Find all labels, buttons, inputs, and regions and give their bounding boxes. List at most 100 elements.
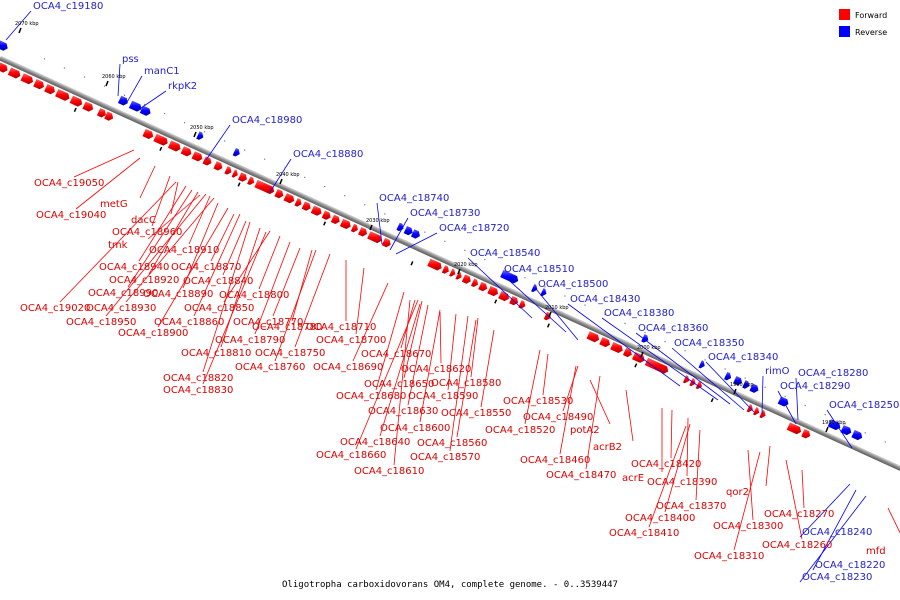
gene-block[interactable] [599, 336, 610, 348]
forward-gene-label[interactable]: OCA4_c18890 [143, 289, 213, 300]
gene-block[interactable] [487, 285, 499, 297]
forward-gene-label[interactable]: OCA4_c18520 [485, 425, 555, 436]
gene-block[interactable] [682, 375, 690, 384]
forward-gene-label[interactable]: OCA4_c18260 [762, 540, 832, 551]
gene-block[interactable] [367, 231, 382, 244]
gene-block[interactable] [142, 128, 154, 140]
forward-gene-label[interactable]: OCA4_c18470 [546, 470, 616, 481]
forward-gene-label[interactable]: qor2 [726, 487, 749, 498]
reverse-gene-label[interactable]: OCA4_c18500 [538, 279, 608, 290]
gene-block[interactable] [759, 409, 766, 419]
gene-block[interactable] [274, 188, 284, 199]
forward-gene-label[interactable]: OCA4_c18990 [88, 288, 158, 299]
forward-gene-label[interactable]: OCA4_c18580 [431, 378, 501, 389]
gene-block[interactable] [117, 95, 128, 106]
gene-block[interactable] [586, 331, 600, 343]
forward-gene-label[interactable]: OCA4_c18670 [361, 349, 431, 360]
gene-block[interactable] [104, 111, 114, 121]
reverse-gene-label[interactable]: OCA4_c18740 [379, 193, 449, 204]
gene-block[interactable] [7, 67, 21, 79]
reverse-gene-label[interactable]: OCA4_c18230 [802, 572, 872, 583]
gene-block[interactable] [742, 380, 750, 389]
forward-gene-label[interactable]: OCA4_c18640 [340, 437, 410, 448]
gene-block[interactable] [470, 278, 479, 288]
gene-block[interactable] [733, 376, 743, 386]
forward-gene-label[interactable]: OCA4_c18930 [86, 303, 156, 314]
gene-block[interactable] [232, 147, 240, 157]
reverse-gene-label[interactable]: OCA4_c18360 [638, 323, 708, 334]
forward-gene-label[interactable]: OCA4_c18870 [171, 262, 241, 273]
reverse-gene-label[interactable]: OCA4_c18380 [604, 308, 674, 319]
gene-block[interactable] [610, 341, 623, 353]
reverse-gene-label[interactable]: OCA4_c18290 [780, 381, 850, 392]
forward-gene-label[interactable]: OCA4_c18780 [252, 322, 322, 333]
forward-gene-label[interactable]: OCA4_c19020 [20, 303, 90, 314]
forward-gene-label[interactable]: OCA4_c18710 [306, 322, 376, 333]
gene-block[interactable] [202, 156, 212, 166]
reverse-gene-label[interactable]: OCA4_c18980 [232, 115, 302, 126]
gene-block[interactable] [69, 95, 83, 107]
gene-block[interactable] [441, 265, 449, 274]
forward-gene-label[interactable]: OCA4_c18600 [380, 423, 450, 434]
forward-gene-label[interactable]: OCA4_c18270 [764, 509, 834, 520]
forward-gene-label[interactable]: mfd [866, 546, 886, 557]
reverse-gene-label[interactable]: OCA4_c18250 [829, 400, 899, 411]
gene-block[interactable] [0, 40, 8, 51]
reverse-gene-label[interactable]: rkpK2 [168, 81, 197, 92]
forward-gene-label[interactable]: OCA4_c18550 [441, 408, 511, 419]
gene-block[interactable] [753, 407, 760, 416]
forward-gene-label[interactable]: tmk [108, 240, 128, 251]
gene-block[interactable] [33, 79, 45, 90]
gene-block[interactable] [381, 237, 391, 248]
forward-gene-label[interactable]: acrE [622, 473, 644, 484]
forward-gene-label[interactable]: OCA4_c18370 [656, 501, 726, 512]
gene-block[interactable] [254, 179, 275, 195]
forward-gene-label[interactable]: metG [100, 199, 128, 210]
reverse-gene-label[interactable]: OCA4_c18240 [802, 527, 872, 538]
forward-gene-label[interactable]: OCA4_c18850 [184, 303, 254, 314]
forward-gene-label[interactable]: OCA4_c18770 [233, 317, 303, 328]
forward-gene-label[interactable]: OCA4_c18820 [163, 373, 233, 384]
forward-gene-label[interactable]: OCA4_c18410 [609, 528, 679, 539]
gene-block[interactable] [180, 146, 192, 157]
gene-block[interactable] [455, 271, 462, 280]
gene-block[interactable] [167, 140, 181, 152]
forward-gene-label[interactable]: OCA4_c18790 [215, 335, 285, 346]
reverse-gene-label[interactable]: OCA4_c18340 [708, 352, 778, 363]
gene-block[interactable] [410, 229, 420, 239]
forward-gene-label[interactable]: OCA4_c18680 [336, 391, 406, 402]
forward-gene-label[interactable]: OCA4_c18310 [694, 551, 764, 562]
gene-block[interactable] [403, 225, 413, 236]
gene-block[interactable] [301, 201, 311, 211]
gene-block[interactable] [540, 288, 547, 297]
forward-gene-label[interactable]: OCA4_c18840 [183, 276, 253, 287]
gene-block[interactable] [631, 351, 645, 363]
forward-gene-label[interactable]: dacC [131, 215, 156, 226]
gene-block[interactable] [531, 283, 538, 293]
reverse-gene-label[interactable]: OCA4_c19180 [33, 1, 103, 12]
gene-block[interactable] [82, 101, 94, 112]
gene-block[interactable] [213, 161, 223, 171]
forward-gene-label[interactable]: OCA4_c18910 [149, 245, 219, 256]
gene-block[interactable] [518, 300, 526, 309]
forward-gene-label[interactable]: OCA4_c19040 [36, 210, 106, 221]
gene-block[interactable] [139, 105, 151, 116]
reverse-gene-label[interactable]: OCA4_c18350 [674, 338, 744, 349]
forward-gene-label[interactable]: OCA4_c18900 [118, 328, 188, 339]
gene-block[interactable] [0, 62, 8, 73]
gene-block[interactable] [294, 198, 302, 207]
reverse-gene-label[interactable]: OCA4_c18540 [470, 248, 540, 259]
gene-block[interactable] [44, 84, 55, 95]
gene-block[interactable] [427, 258, 442, 271]
forward-gene-label[interactable]: potA2 [570, 425, 600, 436]
gene-block[interactable] [644, 357, 669, 374]
forward-gene-label[interactable]: OCA4_c18700 [316, 335, 386, 346]
gene-block[interactable] [396, 222, 404, 232]
gene-block[interactable] [449, 268, 456, 277]
gene-block[interactable] [55, 89, 70, 101]
forward-gene-label[interactable]: OCA4_c18390 [647, 477, 717, 488]
forward-gene-label[interactable]: OCA4_c18760 [235, 362, 305, 373]
gene-block[interactable] [96, 108, 106, 118]
gene-block[interactable] [543, 311, 551, 321]
forward-gene-label[interactable]: OCA4_c18620 [401, 364, 471, 375]
